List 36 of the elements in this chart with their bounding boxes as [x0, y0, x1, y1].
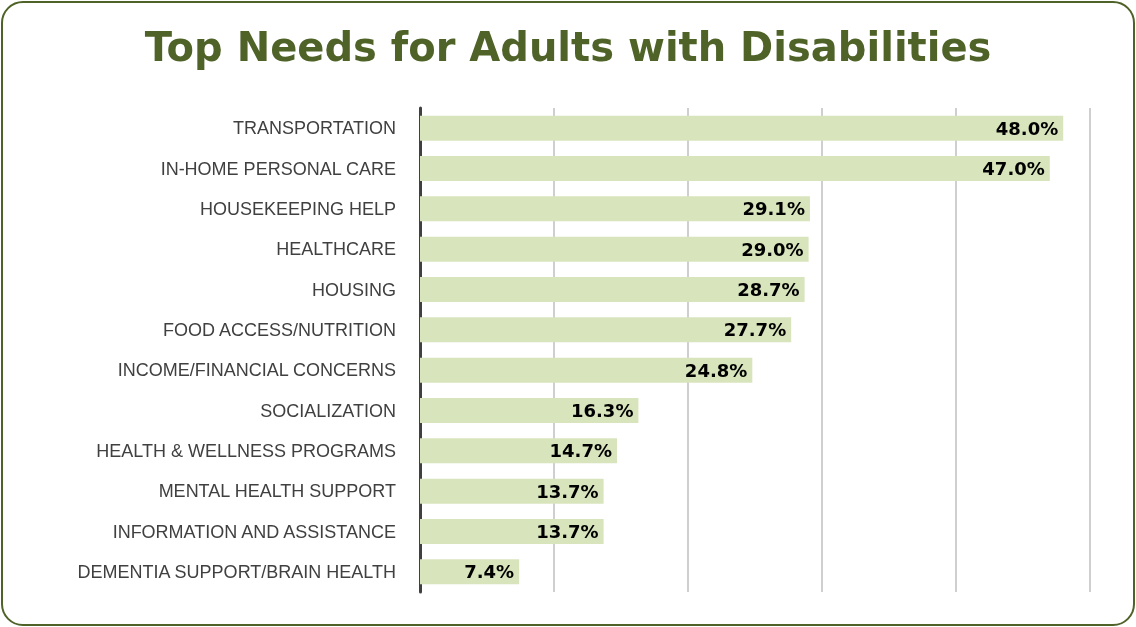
bar	[420, 236, 809, 262]
data-label: 29.1%	[742, 198, 805, 220]
data-label: 16.3%	[570, 400, 634, 421]
bar	[420, 398, 639, 423]
data-label: 48.0%	[995, 117, 1059, 139]
y-tick-label: MENTAL HEALTH SUPPORT	[158, 481, 396, 502]
data-label: 29.0%	[741, 238, 804, 260]
data-label: 14.7%	[549, 440, 612, 462]
data-label: 13.7%	[536, 480, 599, 502]
bar	[420, 156, 1050, 181]
bar	[420, 277, 805, 302]
y-tick-label: HOUSING	[311, 279, 396, 300]
y-tick-label: SOCIALIZATION	[260, 400, 396, 421]
y-tick-label: HEALTH & WELLNESS PROGRAMS	[96, 440, 396, 461]
bar	[420, 196, 810, 222]
y-tick-label: INFORMATION AND ASSISTANCE	[112, 521, 396, 542]
bar	[420, 519, 604, 544]
data-label: 13.7%	[536, 521, 599, 542]
y-tick-label: FOOD ACCESS/NUTRITION	[162, 319, 396, 340]
y-tick-label: TRANSPORTATION	[232, 118, 396, 139]
data-label: 28.7%	[737, 279, 800, 300]
bar	[420, 478, 604, 504]
data-label: 7.4%	[464, 561, 515, 583]
y-tick-label: HEALTHCARE	[276, 239, 396, 260]
data-label: 47.0%	[982, 158, 1045, 179]
y-tick-label: INCOME/FINANCIAL CONCERNS	[117, 360, 396, 381]
data-label: 27.7%	[723, 319, 787, 341]
data-label: 24.8%	[684, 359, 748, 381]
bar	[420, 317, 792, 343]
y-tick-label: IN-HOME PERSONAL CARE	[160, 158, 396, 179]
bar	[420, 438, 617, 464]
y-tick-label: DEMENTIA SUPPORT/BRAIN HEALTH	[77, 561, 396, 582]
bar	[420, 115, 1064, 141]
chart-title: Top Needs for Adults with Disabilities	[144, 24, 992, 70]
y-tick-label: HOUSEKEEPING HELP	[199, 198, 396, 219]
bar	[420, 357, 753, 383]
